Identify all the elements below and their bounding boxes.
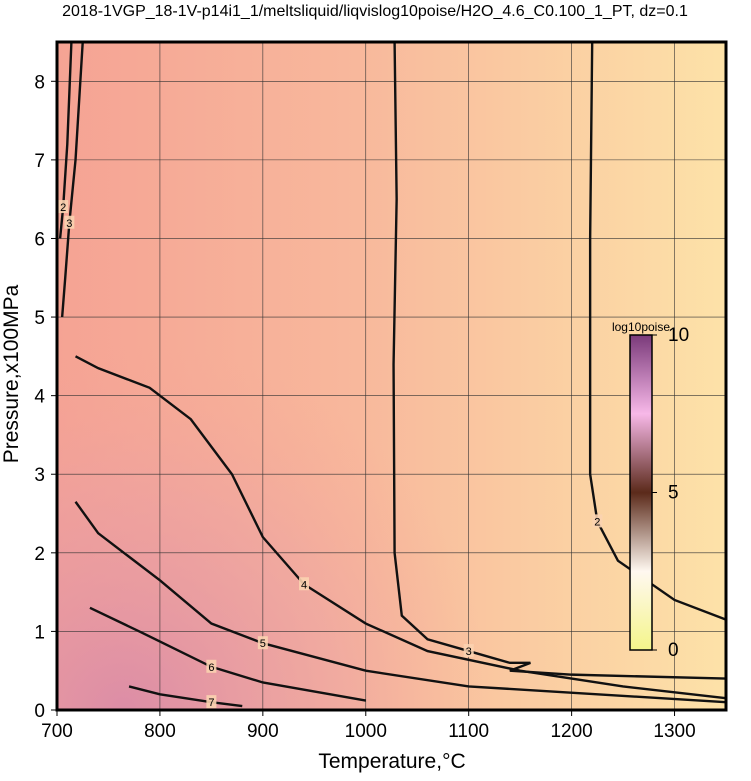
contour-label-bg xyxy=(299,577,310,591)
contour-label-bg xyxy=(64,215,75,229)
x-tick-label: 1100 xyxy=(448,721,489,742)
x-tick-label: 700 xyxy=(41,721,73,742)
contour-label-bg xyxy=(206,659,217,673)
contour-label-bg xyxy=(206,695,217,709)
contour-label-bg xyxy=(257,636,268,650)
contour-label: 2 xyxy=(60,202,66,214)
contour-line xyxy=(392,41,727,680)
contour-label: 5 xyxy=(260,638,266,650)
plot-frame xyxy=(55,40,728,712)
x-tick-label: 900 xyxy=(247,721,279,742)
y-tick-label: 1 xyxy=(34,622,45,643)
y-tick-label: 8 xyxy=(34,72,45,93)
x-tick-label: 800 xyxy=(144,721,176,742)
x-tick-label: 1000 xyxy=(345,721,387,742)
y-tick-label: 6 xyxy=(34,229,45,250)
contour-line xyxy=(58,41,73,239)
colorbar-tick-label: 5 xyxy=(668,483,679,504)
y-tick-label: 7 xyxy=(34,151,45,172)
colorbar xyxy=(629,334,653,651)
contour-label: 7 xyxy=(208,697,214,709)
contour-line xyxy=(74,501,727,704)
x-tick-label: 1300 xyxy=(653,721,695,742)
x-axis-label: Temperature,°C xyxy=(318,750,465,773)
colorbar-label: log10poise xyxy=(612,320,670,334)
plot-shade xyxy=(57,42,726,710)
colorbar-tick-label: 0 xyxy=(668,640,679,661)
contour-label: 2 xyxy=(594,516,600,528)
contour-label: 4 xyxy=(301,579,307,591)
y-tick-label: 3 xyxy=(34,465,45,486)
y-tick-label: 2 xyxy=(34,544,45,565)
contour-label-bg xyxy=(58,200,69,214)
contour-label-bg xyxy=(463,644,474,658)
chart-title: 2018-1VGP_18-1V-p14i1_1/meltsliquid/liqv… xyxy=(62,3,688,20)
y-axis-label: Pressure,x100MPa xyxy=(0,284,23,463)
contour-line xyxy=(128,685,243,708)
contour-label-bg xyxy=(592,514,603,528)
y-tick-label: 5 xyxy=(34,308,45,329)
y-tick-label: 4 xyxy=(34,387,45,408)
contour-label: 3 xyxy=(466,646,472,658)
colorbar-tick-label: 10 xyxy=(668,325,689,346)
x-tick-label: 1200 xyxy=(550,721,592,742)
contour-label: 3 xyxy=(66,218,72,230)
contour-label: 6 xyxy=(208,662,214,674)
y-tick-label: 0 xyxy=(34,701,45,722)
